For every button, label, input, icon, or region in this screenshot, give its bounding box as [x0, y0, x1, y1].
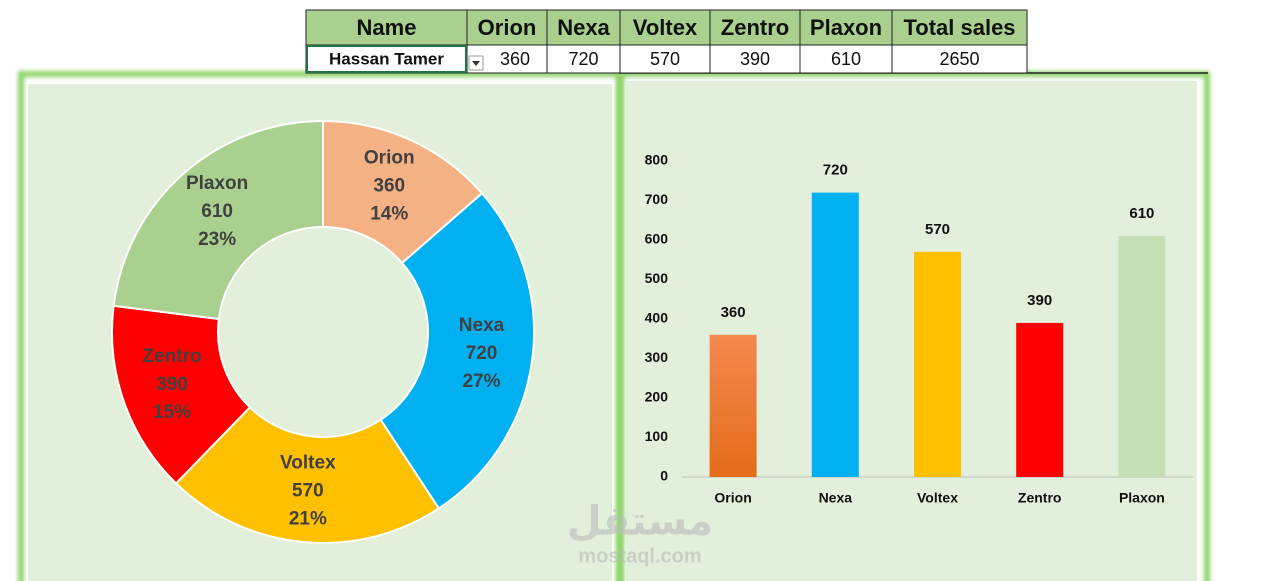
bar [1016, 322, 1064, 477]
header-cell [799, 9, 893, 46]
bar [811, 192, 859, 477]
slice-percent: 21% [289, 508, 327, 529]
x-tick-label: Plaxon [1119, 490, 1165, 506]
slice-value: 720 [466, 343, 498, 364]
bar-chart: 0 100 200 300 400 500 600 700 800 360 Orion 720 Nexa… [645, 152, 1193, 506]
header-text: Zentro [721, 15, 789, 40]
row-cell [709, 44, 801, 74]
value-label: 610 [1129, 205, 1154, 222]
slice-category: Nexa [459, 315, 505, 336]
header-text: Total sales [903, 15, 1015, 40]
value-text: 610 [831, 49, 861, 69]
watermark-latin: mostaql.com [578, 545, 701, 567]
header-text: Orion [478, 15, 537, 40]
right-panel-border [618, 71, 1210, 581]
value-text: 720 [568, 49, 598, 69]
sales-table: Name Hassan Tamer Orion 360 Nexa 720 Voltex 570… [305, 9, 1028, 74]
slice-category: Orion [364, 147, 415, 168]
x-tick-label: Zentro [1018, 490, 1062, 506]
slice-category: Zentro [142, 346, 201, 367]
value-text: 360 [500, 49, 530, 69]
name-text: Hassan Tamer [329, 49, 444, 68]
slice-percent: 23% [198, 229, 236, 250]
y-tick-label: 700 [645, 191, 669, 207]
value-label: 720 [823, 162, 848, 179]
bar [1118, 236, 1166, 477]
value-label: 390 [1027, 292, 1052, 309]
x-tick-label: Orion [714, 490, 751, 506]
donut-slice [379, 191, 535, 510]
watermark-arabic: مستقل [567, 500, 713, 544]
dropdown-arrow [472, 61, 480, 66]
x-tick-label: Voltex [917, 490, 958, 506]
slice-percent: 15% [153, 402, 191, 423]
header-cell [891, 9, 1028, 46]
x-tick-label: Nexa [819, 490, 853, 506]
row-cell [546, 44, 621, 74]
row-cell [619, 44, 711, 74]
header-text: Nexa [557, 15, 610, 40]
slice-value: 570 [292, 480, 324, 501]
value-text: 570 [650, 49, 680, 69]
slice-category: Voltex [280, 452, 336, 473]
y-tick-label: 300 [645, 349, 669, 365]
value-label: 360 [721, 304, 746, 321]
selected-cell [306, 45, 467, 73]
slice-category: Plaxon [186, 173, 248, 194]
bar [709, 334, 757, 477]
header-cell [709, 9, 801, 46]
donut-chart: Orion 360 14% Nexa 720 27% Voltex 570 21% Zentro 3… [111, 119, 535, 544]
y-tick-label: 0 [660, 468, 668, 484]
donut-slice [112, 119, 324, 321]
row-cell [891, 44, 1028, 74]
slice-percent: 27% [462, 371, 500, 392]
right-panel [626, 81, 1197, 581]
header-text: Voltex [633, 15, 698, 40]
value-text: 2650 [939, 49, 979, 69]
slice-value: 610 [201, 201, 233, 222]
slice-value: 360 [373, 175, 405, 196]
y-tick-label: 500 [645, 270, 669, 286]
header-cell [619, 9, 711, 46]
y-tick-label: 600 [645, 231, 669, 247]
value-label: 570 [925, 221, 950, 238]
header-text: Plaxon [810, 15, 882, 40]
y-tick-label: 800 [645, 152, 669, 168]
value-text: 390 [740, 49, 770, 69]
donut-slice [174, 405, 441, 544]
y-tick-label: 200 [645, 389, 669, 405]
donut-slice [111, 304, 252, 485]
slice-percent: 14% [370, 203, 408, 224]
slice-value: 390 [156, 374, 188, 395]
y-tick-label: 400 [645, 310, 669, 326]
header-text: Name [357, 15, 417, 40]
bar [914, 251, 961, 477]
y-tick-label: 100 [645, 428, 669, 444]
